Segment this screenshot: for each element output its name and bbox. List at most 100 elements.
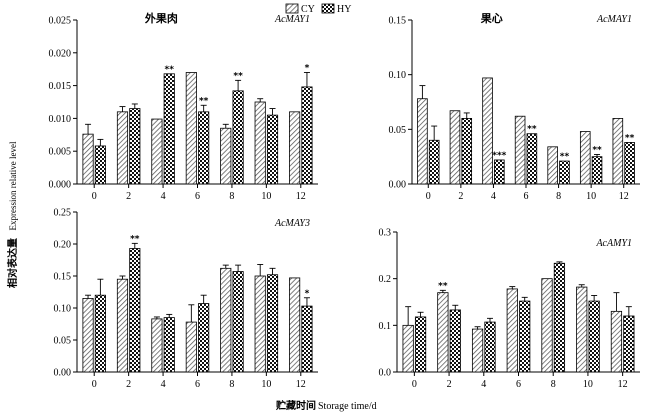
y-axis-title-en: Expression relative level <box>8 141 18 230</box>
gene-label: AcMAY3 <box>274 218 310 229</box>
bar-hy-day-4 <box>163 73 175 185</box>
significance-label: ** <box>527 125 537 135</box>
x-tick-label: 4 <box>161 191 166 202</box>
x-tick-label: 0 <box>92 191 97 202</box>
bar-cy-day-6 <box>185 321 197 373</box>
x-axis-title-cn: 贮藏时间 <box>275 399 316 412</box>
y-tick-label: 0.25 <box>54 208 72 219</box>
bar-hy-day-2 <box>461 118 473 185</box>
bar-cy-day-8 <box>541 278 553 373</box>
significance-label: * <box>305 289 310 299</box>
x-tick-label: 2 <box>126 379 131 390</box>
bar-hy-day-8 <box>559 160 570 185</box>
y-tick-label: 0.00 <box>54 368 72 379</box>
bar-cy-day-8 <box>220 267 232 373</box>
gene-label: AcAMY1 <box>595 238 632 249</box>
bar-hy-day-4 <box>484 321 496 373</box>
legend: CY HY <box>285 3 351 15</box>
x-axis-title-en: Storage time/d <box>318 401 377 412</box>
bar-cy-day-10 <box>576 286 588 373</box>
significance-label: ** <box>592 145 602 155</box>
x-tick-label: 12 <box>296 379 306 390</box>
chart-panel-2: 0.000.050.100.150 2 4 6 8 10 12***********果心 Ac… <box>389 12 640 202</box>
bar-cy-day-0 <box>82 297 94 373</box>
x-tick-label: 8 <box>229 379 234 390</box>
bar-cy-day-12 <box>289 277 301 373</box>
bar-hy-day-6 <box>198 111 210 185</box>
bar-cy-day-0 <box>82 133 94 185</box>
bar-hy-day-0 <box>414 316 427 373</box>
chart-panel-4: 0.0 0.1 0.2 0.3 0 2 4 6 8 10 12 ** AcAMY1 <box>379 228 640 390</box>
legend-hy-swatch <box>321 3 335 14</box>
x-tick-label: 12 <box>296 191 306 202</box>
panel-title: 外果肉 <box>144 11 178 25</box>
x-tick-label: 12 <box>618 379 628 390</box>
y-axis-title-cn: 相对表达量 <box>6 238 19 288</box>
bar-hy-day-10 <box>591 156 603 185</box>
y-axis-title: 相对表达量 Expression relative level <box>6 141 19 288</box>
bar-cy-day-10 <box>254 101 266 185</box>
x-tick-label: 2 <box>458 191 463 202</box>
y-tick-label: 0.1 <box>379 321 392 332</box>
bar-cy-day-6 <box>514 115 526 185</box>
y-tick-label: 0.10 <box>54 304 72 315</box>
legend-cy-swatch <box>285 3 299 14</box>
bar-hy-day-12 <box>301 86 313 185</box>
bar-hy-day-6 <box>519 300 531 373</box>
y-tick-label: 0.10 <box>389 70 407 81</box>
bar-hy-day-12 <box>623 315 635 373</box>
y-tick-label: 0.2 <box>379 274 392 285</box>
chart-panel-1: 0.000 0.005 0.010 0.015 0.020 0.025 0 2 4 6 8 10 12 *… <box>49 11 318 202</box>
x-tick-label: 6 <box>516 379 521 390</box>
x-tick-label: 10 <box>583 379 593 390</box>
y-tick-label: 0.015 <box>49 81 72 92</box>
gene-label: AcMAY1 <box>596 14 632 25</box>
bar-hy-day-10 <box>588 300 600 373</box>
bar-cy-day-4 <box>482 77 493 185</box>
y-tick-label: 0.15 <box>389 16 407 27</box>
y-tick-label: 0.005 <box>49 147 72 158</box>
bar-hy-day-8 <box>232 271 244 373</box>
significance-label: ** <box>625 133 635 143</box>
bar-hy-day-8 <box>232 90 244 185</box>
bar-cy-day-2 <box>116 278 129 373</box>
x-tick-label: 12 <box>619 191 629 202</box>
bar-hy-day-2 <box>129 248 141 373</box>
x-tick-label: 2 <box>447 379 452 390</box>
x-tick-label: 6 <box>195 379 200 390</box>
x-tick-label: 8 <box>551 379 556 390</box>
y-tick-label: 0.0 <box>379 368 392 379</box>
y-tick-label: 0.000 <box>49 180 72 191</box>
significance-label: ** <box>199 96 209 106</box>
bar-cy-day-12 <box>289 111 301 185</box>
bar-cy-day-4 <box>151 318 163 373</box>
significance-label: * <box>305 63 310 73</box>
x-tick-label: 10 <box>261 191 271 202</box>
y-tick-label: 0.00 <box>389 180 407 191</box>
bar-hy-day-0 <box>94 294 106 373</box>
x-tick-label: 6 <box>524 191 529 202</box>
x-tick-label: 6 <box>195 191 200 202</box>
bar-hy-day-6 <box>526 133 538 185</box>
x-tick-label: 2 <box>126 191 131 202</box>
y-tick-label: 0.020 <box>49 48 72 59</box>
y-tick-label: 0.05 <box>54 336 72 347</box>
y-tick-label: 0.010 <box>49 114 72 125</box>
bar-cy-day-8 <box>547 146 558 185</box>
bar-cy-day-12 <box>612 118 624 185</box>
bar-cy-day-10 <box>579 131 591 185</box>
x-tick-label: 8 <box>229 191 234 202</box>
bar-hy-day-10 <box>266 274 279 373</box>
x-axis-title: 贮藏时间 Storage time/d <box>275 399 377 412</box>
bar-cy-day-12 <box>610 310 623 373</box>
x-tick-label: 4 <box>481 379 486 390</box>
gene-label: AcMAY1 <box>274 14 310 25</box>
significance-label: ** <box>165 65 175 75</box>
chart-panel-3: 0.000.050.100.150.200.250 2 4 6 8 10 12***AcMA… <box>54 208 318 390</box>
bar-hy-day-0 <box>428 139 440 185</box>
bar-cy-day-6 <box>506 288 518 373</box>
bar-cy-day-2 <box>437 292 449 373</box>
x-tick-label: 4 <box>491 191 496 202</box>
